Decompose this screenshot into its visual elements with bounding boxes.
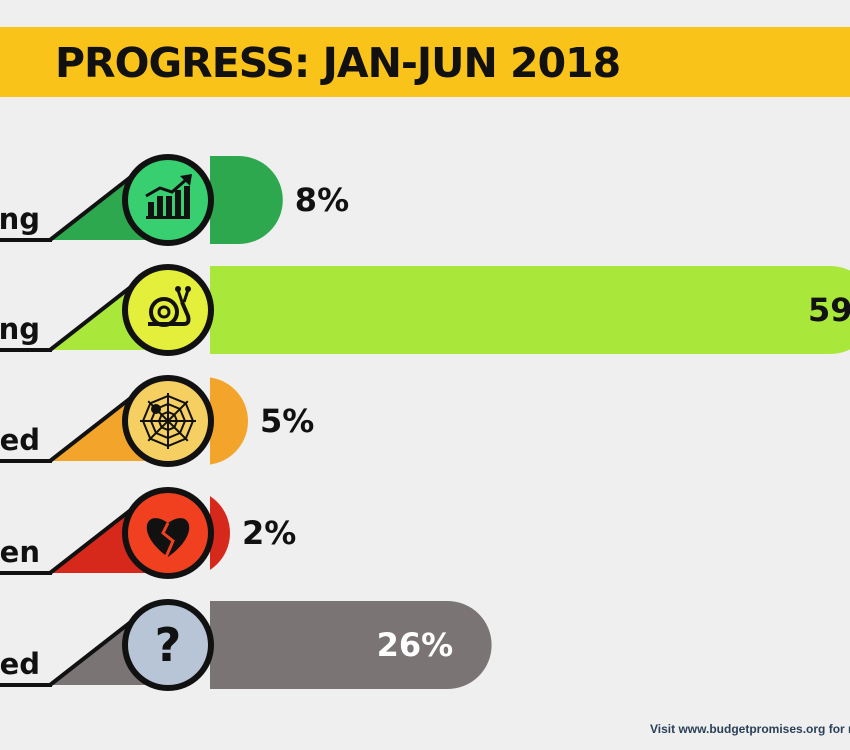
question-mark-icon: ? <box>155 618 182 672</box>
question-glyph: ? <box>155 618 182 672</box>
bar-chart-base <box>146 216 190 219</box>
chart-row <box>0 375 248 467</box>
bar-chart-bar <box>175 190 181 216</box>
web-ring <box>157 410 179 432</box>
trend-arrowhead <box>180 174 192 186</box>
connector-line <box>48 619 134 687</box>
snail-eye <box>175 286 181 292</box>
category-label: ed <box>0 647 40 681</box>
connector-line <box>48 174 134 242</box>
bar <box>130 266 850 354</box>
web-strand <box>147 420 169 442</box>
title-banner <box>0 27 850 97</box>
bar-chart-growth-icon <box>145 174 192 219</box>
chart-row <box>0 487 230 579</box>
icon-badge <box>128 605 208 685</box>
value-label: 5% <box>260 402 315 440</box>
page-title: PROGRESS: JAN-JUN 2018 <box>55 39 621 87</box>
web-strand <box>167 400 189 422</box>
spider <box>151 404 161 414</box>
category-label: ng <box>0 312 40 346</box>
connector-line <box>48 284 134 352</box>
chart-row: ? <box>0 599 492 691</box>
bar-chart-bar <box>166 196 172 216</box>
connector-line <box>48 507 134 575</box>
value-label: 2% <box>242 514 297 552</box>
snail-eye <box>185 286 191 292</box>
web-ring <box>149 402 187 440</box>
spider-web-icon <box>140 393 196 449</box>
heart-crack <box>161 522 175 558</box>
value-label: 8% <box>294 181 350 219</box>
snail-shell-spiral <box>157 305 171 319</box>
snail-antenna <box>182 289 190 303</box>
snail-icon <box>148 286 191 327</box>
bar-chart-bar <box>157 196 163 216</box>
bar <box>130 601 492 689</box>
footer-note: Visit www.budgetpromises.org for mo <box>650 722 850 736</box>
bar-chart-bar <box>184 186 190 216</box>
chart-row <box>0 154 283 246</box>
web-strand <box>167 420 189 442</box>
value-label: 59 <box>808 291 850 329</box>
connector-line <box>48 395 134 463</box>
chart-row <box>0 264 850 356</box>
trend-line <box>145 176 189 198</box>
bar-chart-bar <box>148 202 154 216</box>
web-ring <box>141 394 195 448</box>
snail-shell <box>149 297 179 327</box>
category-label: en <box>0 535 40 569</box>
snail-body <box>148 301 191 326</box>
category-label: ed <box>0 423 40 457</box>
snail-antenna <box>176 289 184 303</box>
broken-heart-icon <box>146 518 190 558</box>
value-label: 26% <box>376 626 454 664</box>
category-label: ng <box>0 202 40 236</box>
